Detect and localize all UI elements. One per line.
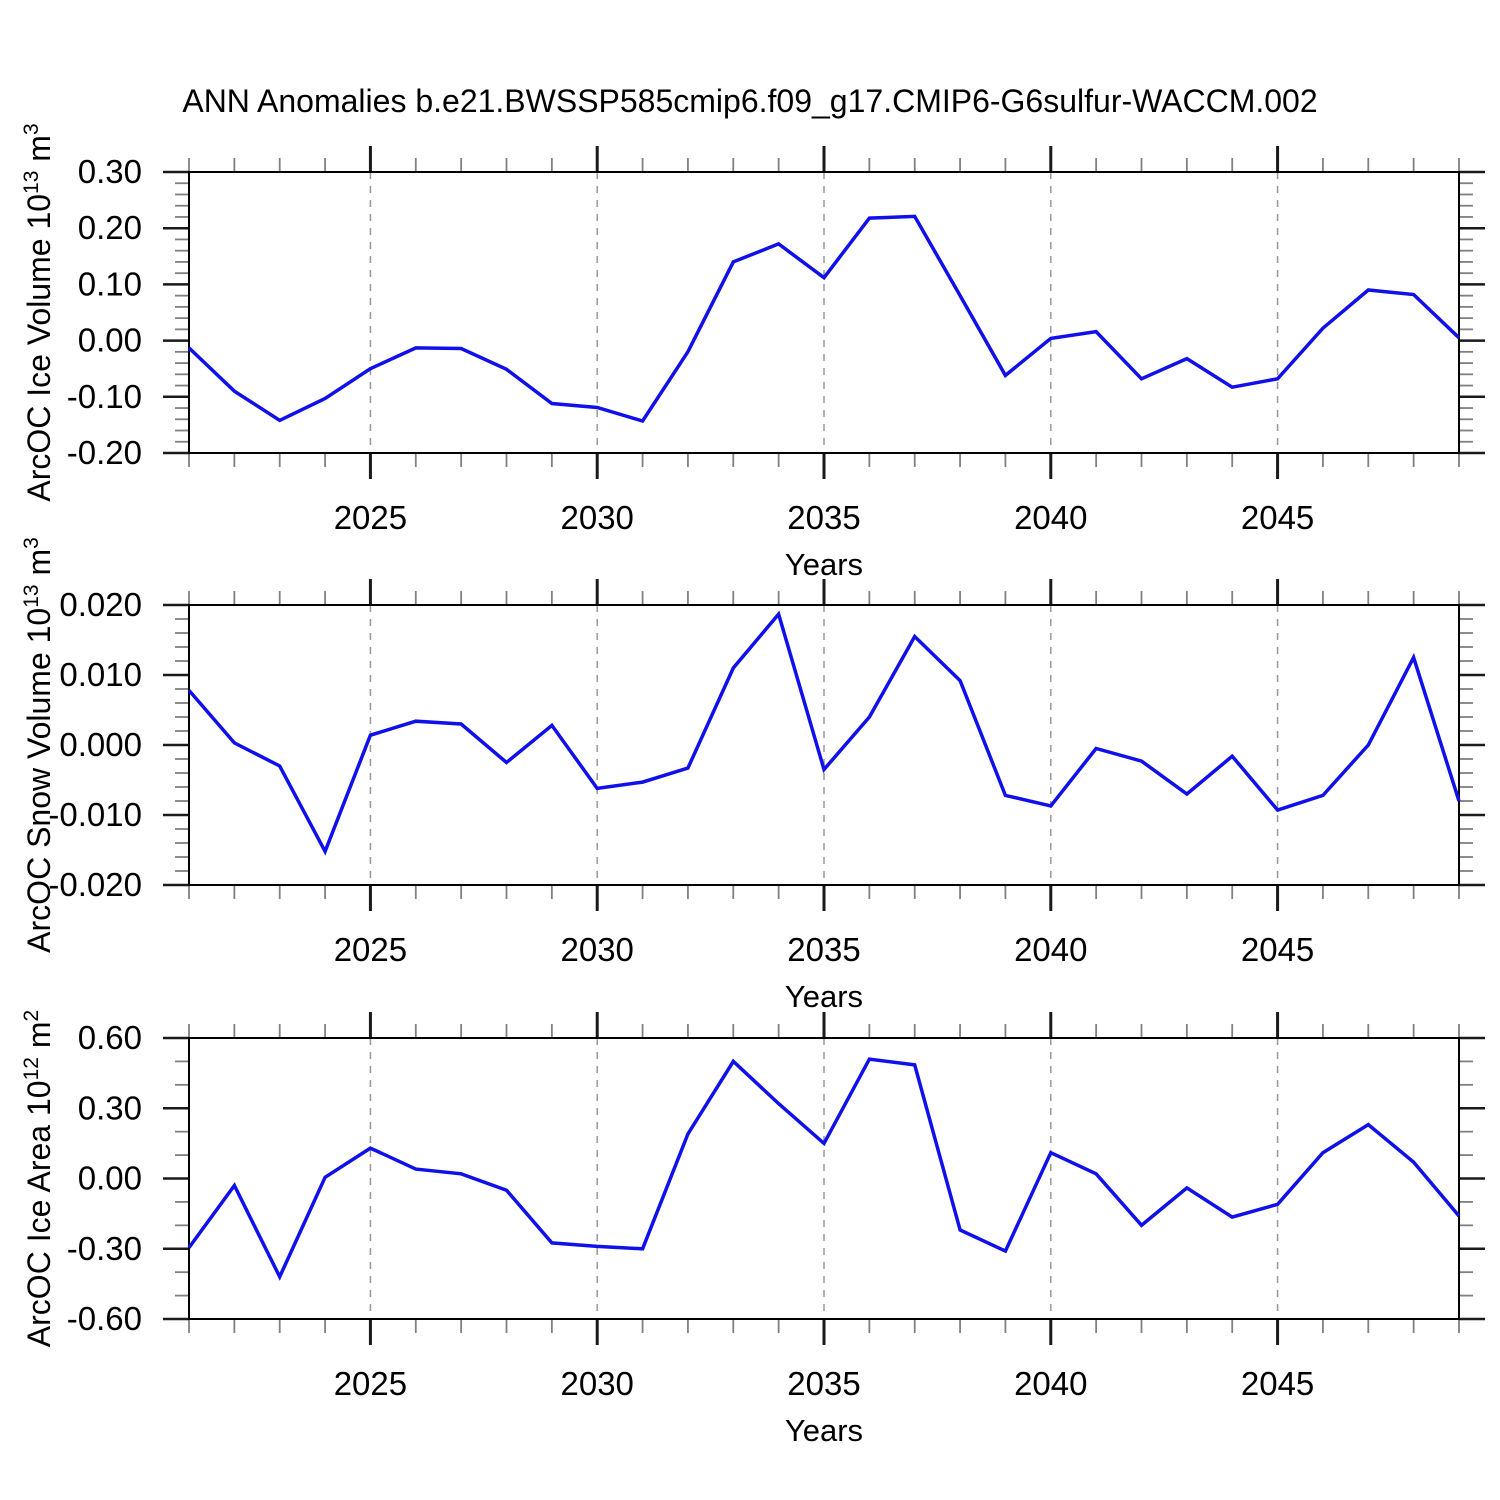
y-axis-title-sup: 13 [20, 171, 43, 194]
data-line-arcoc-snow-volume [187, 610, 1461, 856]
x-tick-label: 2045 [1241, 1365, 1314, 1402]
x-axis-title: Years [785, 1413, 863, 1448]
x-tick-label: 2035 [787, 499, 860, 536]
y-axis-title-part: ArcOC Snow Volume 10 [21, 608, 57, 953]
x-tick-label: 2030 [561, 499, 634, 536]
y-axis-title-sup: 2 [20, 1010, 43, 1022]
panel-arcoc-ice-volume: 0.30 0.20 0.10 0.00 -0.10 -0.20 2025 2030 2035 20… [20, 123, 1485, 582]
y-tick-label: 0.60 [78, 1019, 142, 1056]
y-tick-label: -0.60 [67, 1300, 142, 1337]
x-axis-title: Years [785, 979, 863, 1014]
y-tick-label: 0.30 [78, 1089, 142, 1126]
y-tick-label: -0.20 [67, 434, 142, 471]
data-line-arcoc-ice-area [187, 1057, 1461, 1281]
y-tick-label: -0.30 [67, 1230, 142, 1267]
y-tick-label: -0.10 [67, 378, 142, 415]
x-tick-label: 2040 [1014, 1365, 1087, 1402]
figure-title: ANN Anomalies b.e21.BWSSP585cmip6.f09_g1… [182, 83, 1317, 119]
y-tick-label: 0.010 [59, 656, 142, 693]
x-tick-label: 2025 [334, 499, 407, 536]
y-tick-label: -0.010 [48, 796, 142, 833]
y-axis-title-part: m [21, 549, 57, 585]
x-tick-label: 2040 [1014, 931, 1087, 968]
y-axis-title-part: ArcOC Ice Volume 10 [21, 194, 57, 502]
y-axis-title-part: m [21, 1022, 57, 1058]
x-tick-label: 2030 [561, 1365, 634, 1402]
x-tick-label: 2025 [334, 1365, 407, 1402]
plot-frame [188, 604, 1460, 886]
y-axis-title-sup: 12 [20, 1057, 43, 1080]
panel-arcoc-snow-volume: 0.020 0.010 0.000 -0.010 -0.020 2025 2030 2035 2… [20, 537, 1485, 1014]
plot-frame [188, 1037, 1460, 1320]
x-tick-label: 2045 [1241, 931, 1314, 968]
y-axis-title-part: ArcOC Ice Area 10 [21, 1080, 57, 1347]
data-line-arcoc-ice-volume [187, 214, 1461, 424]
y-tick-label: -0.020 [48, 866, 142, 903]
x-axis-title: Years [785, 547, 863, 582]
y-tick-label: 0.020 [59, 586, 142, 623]
x-tick-label: 2025 [334, 931, 407, 968]
y-axis-title-part: m [21, 135, 57, 171]
y-tick-label: 0.00 [78, 1160, 142, 1197]
y-axis-title: ArcOC Snow Volume 1013 m3 [20, 537, 57, 953]
y-axis-title: ArcOC Ice Area 1012 m2 [20, 1010, 57, 1347]
y-axis-title-sup: 3 [20, 537, 43, 549]
y-axis-title-sup: 3 [20, 123, 43, 135]
x-tick-label: 2035 [787, 931, 860, 968]
y-tick-label: 0.30 [78, 153, 142, 190]
x-tick-label: 2035 [787, 1365, 860, 1402]
x-tick-label: 2045 [1241, 499, 1314, 536]
x-tick-label: 2030 [561, 931, 634, 968]
x-tick-label: 2040 [1014, 499, 1087, 536]
y-tick-label: 0.10 [78, 265, 142, 302]
y-tick-label: 0.20 [78, 209, 142, 246]
plot-frame [188, 171, 1460, 454]
y-tick-label: 0.000 [59, 726, 142, 763]
y-tick-label: 0.00 [78, 322, 142, 359]
y-axis-title-sup: 13 [20, 584, 43, 607]
y-axis-title: ArcOC Ice Volume 1013 m3 [20, 123, 57, 501]
panel-arcoc-ice-area: 0.60 0.30 0.00 -0.30 -0.60 2025 2030 2035 2040 20… [20, 1010, 1485, 1448]
